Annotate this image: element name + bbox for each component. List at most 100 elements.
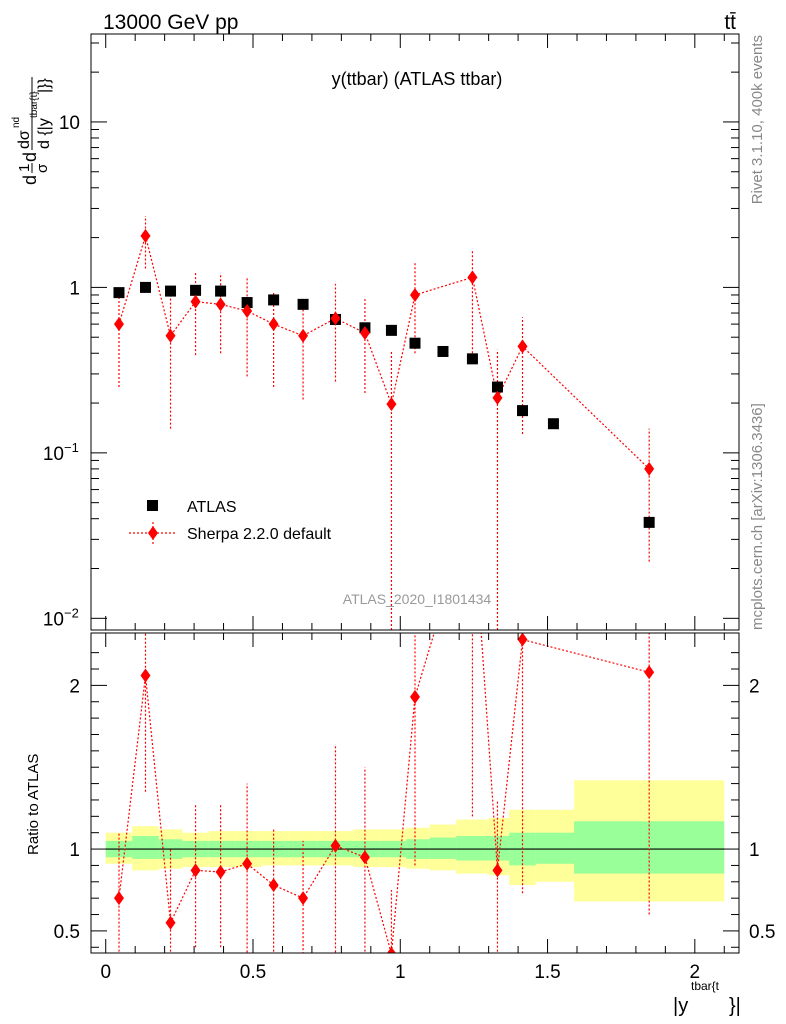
ratio-y-tick-label: 1 — [69, 840, 80, 861]
ratio-panel: 2 2 1 1 0.5 0.5 0 0.5 1 1.5 2 Ratio to ATLAS |y tb… — [25, 498, 775, 1017]
mcplots-label: mcplots.cern.ch [arXiv:1306.3436] — [749, 403, 766, 630]
ratio-point — [492, 863, 503, 878]
ratio-point — [190, 863, 201, 878]
sherpa-point — [410, 287, 420, 302]
y-tick-label-exp: −2 — [64, 605, 79, 620]
y-axis-label-den: d {|y — [36, 118, 53, 149]
x-tick-label: 1 — [395, 962, 406, 983]
plot-title: y(ttbar) (ATLAS ttbar) — [332, 69, 503, 89]
ratio-y-tick-label-right: 1 — [749, 840, 760, 861]
ratio-y-tick-label: 2 — [69, 676, 80, 697]
ratio-point — [113, 891, 124, 906]
ratio-y-axis-label: Ratio to ATLAS — [25, 754, 42, 855]
ratio-y-tick-label-right: 2 — [749, 676, 760, 697]
y-axis-label: d 1 σ d dσ nd d {|y tbar{t} |}} — [11, 77, 53, 185]
atlas-point — [297, 298, 309, 310]
y-axis-label-prefix: d — [20, 175, 40, 185]
uncertainty-band-green — [488, 835, 510, 861]
atlas-point — [491, 381, 503, 393]
uncertainty-band-green — [132, 835, 159, 859]
sherpa-line — [118, 233, 650, 470]
main-panel-frame — [90, 33, 740, 631]
atlas-point — [643, 516, 655, 528]
ratio-point — [268, 878, 279, 893]
x-axis-label-base: |y — [673, 995, 688, 1017]
legend-label-atlas: ATLAS — [187, 499, 237, 516]
sherpa-point — [113, 317, 124, 332]
y-tick-label: 10 — [59, 113, 80, 134]
y-axis-label-num: dσ — [16, 130, 33, 149]
x-tick-label: 0 — [100, 962, 111, 983]
rivet-label: Rivet 3.1.10, 400k events — [749, 35, 766, 204]
y-tick-label: 1 — [69, 278, 80, 299]
sherpa-point — [386, 397, 397, 412]
ratio-point — [467, 498, 477, 512]
y-axis-label-den-sup: tbar{t} — [29, 91, 40, 118]
uncertainty-band-green — [429, 837, 457, 859]
atlas-point — [268, 294, 280, 306]
ratio-point — [140, 668, 151, 683]
sherpa-point — [268, 317, 279, 332]
sherpa-point — [298, 328, 309, 343]
atlas-point — [165, 285, 177, 297]
atlas-point — [409, 337, 421, 349]
sherpa-point — [644, 461, 655, 476]
ratio-point — [387, 946, 396, 953]
uncertainty-band-green — [456, 835, 489, 861]
ratio-point — [644, 665, 655, 680]
x-axis-label: |y tbar{t }| — [673, 979, 741, 1017]
y-tick-label: 10 — [43, 609, 64, 630]
y-tick-label: 10 — [43, 444, 64, 465]
y-axis-label-mid: d — [20, 152, 40, 162]
x-axis-label-sup: tbar{t — [691, 979, 720, 993]
atlas-point — [466, 353, 478, 365]
uncertainty-band-green — [535, 832, 575, 864]
x-tick-label: 1.5 — [534, 962, 560, 983]
ratio-line — [118, 633, 650, 953]
sherpa-point — [242, 304, 253, 319]
atlas-point — [385, 324, 397, 336]
atlas-point — [547, 418, 559, 430]
ratio-point — [410, 689, 420, 704]
atlas-point — [113, 287, 125, 299]
atlas-point — [437, 345, 449, 357]
sherpa-point — [359, 326, 370, 341]
atlas-point — [517, 405, 529, 417]
ratio-y-tick-label-right: 0.5 — [749, 922, 775, 943]
ratio-point — [298, 891, 309, 906]
header-left: 13000 GeV pp — [103, 11, 238, 34]
ratio-y-tick-label: 0.5 — [54, 922, 80, 943]
atlas-point — [241, 297, 253, 309]
legend-label-sherpa: Sherpa 2.2.0 default — [187, 526, 332, 543]
sherpa-point — [215, 297, 226, 312]
ratio-point — [359, 850, 370, 865]
x-axis-label-end: }| — [729, 995, 741, 1017]
sherpa-point — [467, 270, 478, 285]
legend: ATLAS Sherpa 2.2.0 default — [129, 499, 332, 544]
sherpa-point — [140, 228, 151, 243]
ratio-point — [165, 915, 176, 930]
ratio-point — [242, 856, 253, 871]
ratio-panel-frame — [90, 632, 740, 954]
y-axis-label-den-end: |}} — [36, 78, 53, 94]
header-right: tt̄ — [724, 11, 736, 34]
sherpa-point — [517, 339, 528, 354]
y-axis-label-one: 1 — [16, 164, 33, 172]
legend-marker-atlas — [147, 500, 158, 511]
ratio-point — [517, 633, 528, 647]
svg-text:d: d — [20, 175, 40, 185]
x-tick-label: 2 — [690, 962, 701, 983]
y-axis-label-sigma: σ — [34, 163, 51, 173]
atlas-point — [139, 281, 151, 293]
atlas-point — [190, 284, 202, 296]
atlas-point — [215, 285, 227, 297]
sherpa-point — [165, 328, 176, 343]
ratio-point — [215, 864, 226, 879]
sherpa-point — [190, 294, 201, 309]
ratio-point — [330, 838, 341, 853]
legend-marker-sherpa — [148, 526, 158, 540]
watermark: ATLAS_2020_I1801434 — [343, 591, 492, 607]
x-tick-label: 0.5 — [240, 962, 266, 983]
